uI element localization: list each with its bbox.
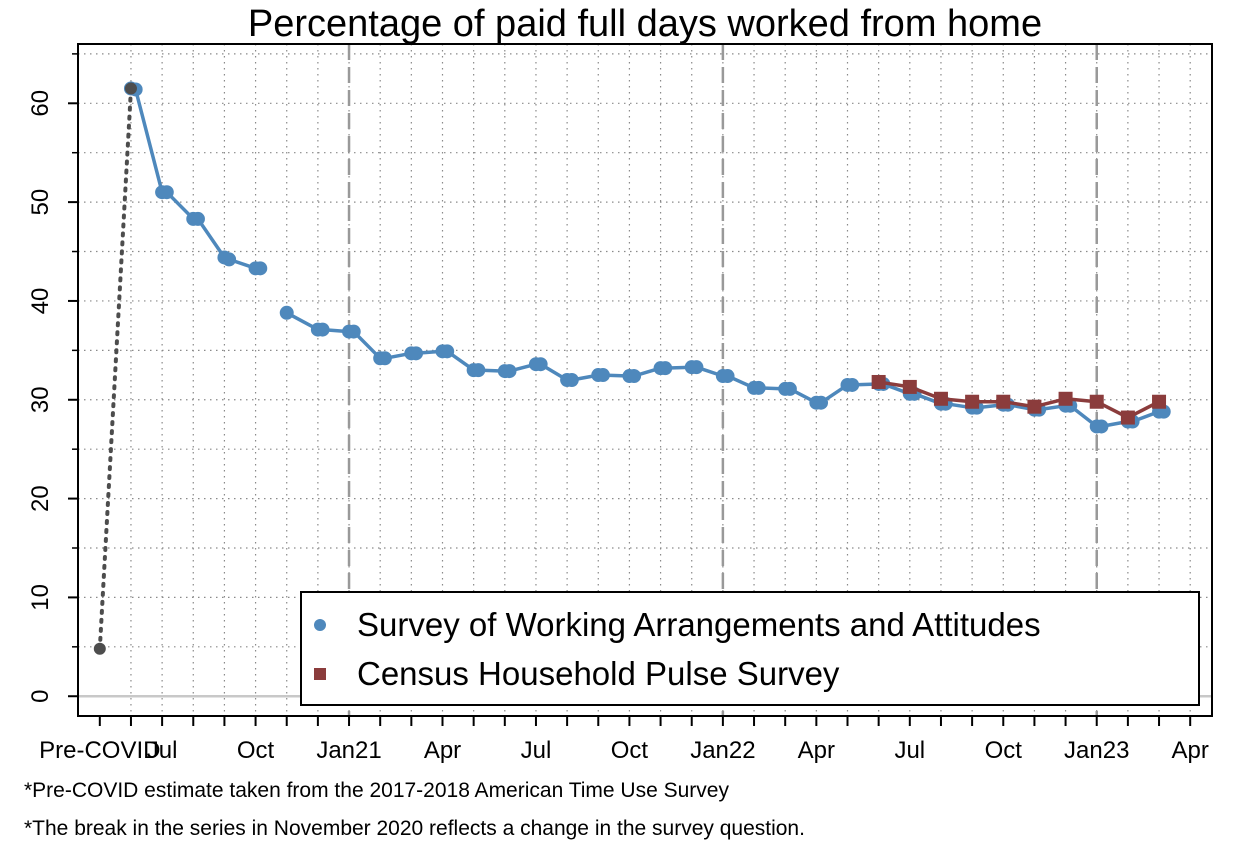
series-lines: [93, 81, 1171, 655]
data-point: [845, 377, 860, 392]
series-0: [123, 81, 1171, 434]
data-point: [564, 373, 579, 387]
data-point: [409, 346, 424, 361]
x-tick-label: Oct: [237, 737, 275, 764]
x-tick-label: Jan22: [690, 737, 755, 764]
chart-title: Percentage of paid full days worked from…: [248, 3, 1042, 45]
data-point: [595, 368, 610, 383]
y-tick-label: 50: [27, 189, 54, 216]
data-point: [222, 252, 237, 267]
data-point: [996, 394, 1011, 409]
data-point: [190, 211, 205, 226]
data-point: [1152, 394, 1167, 409]
data-point: [253, 261, 268, 276]
y-tick-label: 20: [27, 485, 54, 512]
data-point: [471, 363, 486, 378]
data-point: [346, 324, 361, 339]
series-1: [871, 374, 1167, 425]
y-tick-label: 60: [27, 90, 54, 117]
data-point: [689, 360, 704, 375]
x-tick-label: Jul: [521, 737, 552, 764]
data-point: [658, 361, 673, 376]
y-tick-label: 10: [27, 584, 54, 611]
y-tick-label: 0: [27, 690, 54, 703]
x-tick-label: Jan21: [316, 737, 381, 764]
data-point: [1058, 391, 1073, 406]
data-point: [1094, 419, 1109, 434]
data-point: [502, 364, 517, 379]
data-point: [933, 391, 948, 406]
data-point: [871, 374, 886, 389]
x-tick-label: Jan23: [1064, 737, 1129, 764]
legend-label: Survey of Working Arrangements and Attit…: [357, 606, 1041, 643]
series-2: [93, 82, 137, 655]
x-tick-label: Apr: [424, 737, 461, 764]
footnote-series-break: *The break in the series in November 202…: [24, 817, 805, 840]
data-point: [751, 380, 766, 395]
data-point: [377, 351, 392, 366]
x-tick-label: Jul: [147, 737, 178, 764]
data-point: [782, 381, 797, 396]
x-tick-label: Oct: [611, 737, 649, 764]
legend-marker: [314, 619, 326, 631]
y-tick-label: 30: [27, 386, 54, 413]
x-tick-label: Apr: [798, 737, 835, 764]
series-line: [97, 86, 133, 651]
data-point: [627, 369, 642, 384]
data-point: [965, 394, 980, 409]
series-line: [876, 380, 1161, 420]
x-tick-label: Oct: [985, 737, 1023, 764]
data-point: [159, 185, 174, 200]
series-line: [129, 86, 263, 271]
data-point: [440, 344, 455, 359]
legend-label: Census Household Pulse Survey: [357, 655, 840, 692]
data-point: [902, 379, 917, 394]
data-point: [1027, 399, 1042, 414]
legend-marker: [314, 668, 326, 680]
data-point: [1120, 410, 1135, 425]
legend-box: [300, 591, 1200, 706]
y-tick-label: 40: [27, 288, 54, 315]
x-tick-label: Jul: [894, 737, 925, 764]
x-tick-label: Pre-COVID: [39, 737, 160, 764]
data-point: [279, 305, 294, 320]
data-point: [1089, 394, 1104, 409]
footnote-pre-covid: *Pre-COVID estimate taken from the 2017-…: [24, 779, 729, 802]
plot-frame: [77, 43, 1213, 717]
data-point: [720, 369, 735, 384]
x-tick-label: Apr: [1172, 737, 1209, 764]
data-point: [315, 322, 330, 337]
legend: Survey of Working Arrangements and Attit…: [300, 591, 1200, 706]
data-point: [124, 82, 137, 95]
data-point: [533, 357, 548, 372]
data-point: [93, 642, 106, 655]
data-point: [814, 395, 829, 410]
